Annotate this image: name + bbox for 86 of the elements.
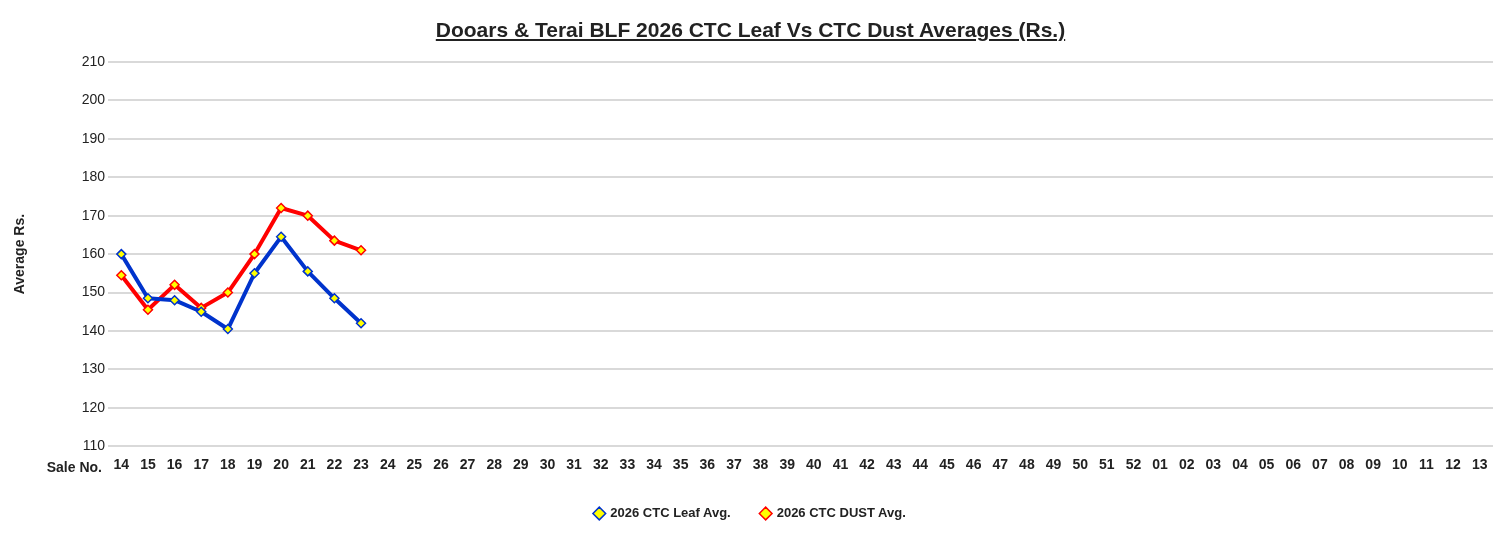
x-tick-label: 17 (193, 456, 210, 473)
x-tick-label: 42 (859, 456, 876, 473)
x-tick-label: 36 (699, 456, 716, 473)
point (116, 248, 127, 260)
y-tick-label: 160 (81, 244, 106, 261)
point (249, 248, 260, 260)
x-tick-label: 31 (566, 456, 583, 473)
x-tick-label: 30 (539, 456, 556, 473)
y-tick-label: 130 (81, 360, 106, 377)
chart-title: Dooars & Terai BLF 2026 CTC Leaf Vs CTC Dust Averages (Rs.) (434, 18, 1067, 42)
point (329, 293, 340, 304)
y-tick-label: 210 (81, 52, 106, 69)
x-tick-label: 27 (459, 456, 476, 473)
point (169, 279, 180, 291)
x-tick-label: 34 (646, 456, 663, 473)
x-tick-label: 45 (939, 456, 955, 473)
x-tick-label: 22 (326, 456, 343, 473)
point (222, 323, 234, 335)
x-tick-label: 48 (1019, 456, 1035, 473)
x-tick-label: 08 (1338, 456, 1355, 473)
point (275, 202, 287, 214)
x-tick-label: 06 (1285, 456, 1302, 473)
point (169, 294, 180, 306)
y-tick-label: 170 (81, 206, 106, 223)
legend-label: 2026 CTC DUST Avg. (776, 505, 906, 521)
x-tick-label: 40 (806, 456, 822, 473)
x-tick-label: 49 (1045, 456, 1062, 473)
x-tick-label: 51 (1099, 456, 1115, 473)
x-tick-label: 23 (353, 456, 370, 473)
x-tick-label: 24 (379, 456, 396, 473)
point (142, 304, 154, 316)
x-tick-label: 39 (779, 456, 796, 473)
x-tick-label: 25 (406, 456, 423, 473)
point (249, 268, 260, 279)
y-tick-label: 120 (81, 398, 106, 415)
x-tick-label: 11 (1419, 456, 1435, 473)
x-tick-label: 50 (1072, 456, 1089, 473)
x-tick-label: 41 (832, 456, 849, 473)
x-tick-label: 33 (619, 456, 636, 473)
x-tick-label: 07 (1312, 456, 1328, 473)
y-tick-label: 150 (81, 283, 106, 300)
x-tick-label: 52 (1125, 456, 1142, 473)
x-tick-label: 26 (433, 456, 449, 473)
x-tick-label: 12 (1445, 456, 1462, 473)
x-tick-label: 09 (1365, 456, 1382, 473)
x-tick-label: 44 (912, 456, 929, 473)
point (302, 210, 314, 221)
x-tick-label: 10 (1391, 456, 1408, 473)
y-tick-label: 110 (82, 437, 106, 454)
x-tick-label: 21 (299, 456, 316, 473)
y-tick-label: 200 (81, 91, 106, 108)
point (195, 306, 207, 317)
x-tick-label: 01 (1152, 456, 1169, 473)
x-axis-title: Sale No. (46, 459, 102, 476)
x-tick-label: 18 (220, 456, 236, 473)
point (355, 318, 367, 329)
x-tick-label: 19 (246, 456, 263, 473)
y-tick-label: 140 (81, 321, 106, 338)
x-tick-label: 46 (965, 456, 982, 473)
x-tick-label: 43 (885, 456, 902, 473)
x-tick-label: 28 (486, 456, 503, 473)
x-tick-label: 29 (513, 456, 529, 473)
y-tick-label: 180 (81, 168, 106, 185)
x-tick-label: 16 (166, 456, 183, 473)
x-tick-label: 13 (1471, 456, 1488, 473)
x-tick-label: 47 (992, 456, 1009, 473)
point (302, 266, 314, 277)
x-tick-label: 03 (1205, 456, 1222, 473)
x-tick-label: 14 (113, 456, 130, 473)
point (329, 235, 340, 246)
point (222, 287, 234, 298)
x-tick-label: 15 (140, 456, 156, 473)
x-tick-label: 02 (1178, 456, 1195, 473)
x-tick-label: 35 (672, 456, 689, 473)
x-tick-label: 37 (726, 456, 742, 473)
x-tick-label: 38 (752, 456, 769, 473)
x-tick-label: 05 (1258, 456, 1275, 473)
x-tick-label: 32 (592, 456, 609, 473)
point (116, 269, 127, 281)
x-tick-label: 04 (1232, 456, 1248, 473)
y-tick-label: 190 (81, 129, 106, 146)
point (275, 231, 287, 243)
point (355, 245, 367, 256)
x-tick-label: 20 (273, 456, 290, 473)
legend-label: 2026 CTC Leaf Avg. (610, 505, 731, 521)
y-axis-title: Average Rs. (11, 213, 28, 295)
